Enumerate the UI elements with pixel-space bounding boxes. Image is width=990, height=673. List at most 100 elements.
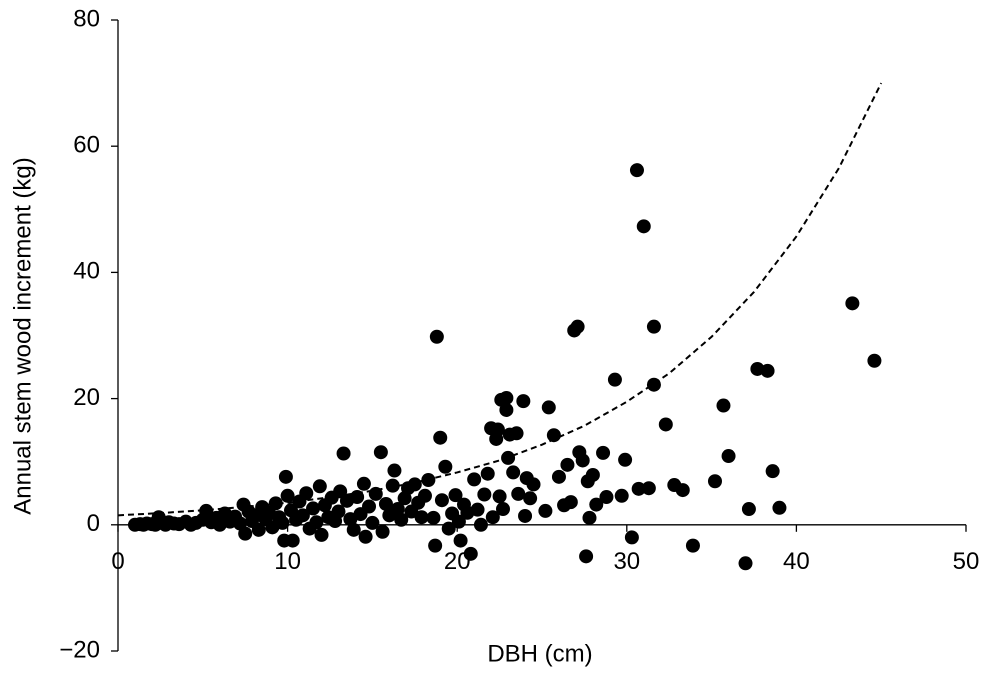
point (477, 487, 492, 502)
point (765, 464, 780, 479)
point (275, 515, 290, 530)
point (526, 477, 541, 492)
trendline (117, 82, 883, 517)
point (546, 428, 561, 443)
point (707, 474, 722, 489)
point (599, 490, 614, 505)
point (336, 446, 351, 461)
y-tick-label: −20 (59, 636, 100, 663)
y-tick-label: 60 (73, 132, 100, 159)
point (346, 522, 361, 537)
point (421, 472, 436, 487)
point (741, 502, 756, 517)
point (575, 453, 590, 468)
point (385, 478, 400, 493)
point (738, 556, 753, 571)
point (495, 502, 510, 517)
x-tick-label: 30 (613, 548, 640, 575)
point (867, 353, 882, 368)
point (375, 524, 390, 539)
point (295, 508, 310, 523)
point (251, 522, 266, 537)
point (499, 402, 514, 417)
x-tick-label: 0 (111, 548, 124, 575)
point (278, 469, 293, 484)
point (314, 527, 329, 542)
point (448, 488, 463, 503)
point (434, 493, 449, 508)
point (589, 497, 604, 512)
point (845, 296, 860, 311)
point (551, 469, 566, 484)
point (199, 503, 214, 518)
point (760, 363, 775, 378)
point (523, 491, 538, 506)
point (368, 486, 383, 501)
point (453, 533, 468, 548)
point (268, 496, 283, 511)
point (560, 457, 575, 472)
point (309, 515, 324, 530)
point (579, 549, 594, 564)
point (675, 483, 690, 498)
point (499, 390, 514, 405)
point (614, 488, 629, 503)
point (721, 449, 736, 464)
point (417, 488, 432, 503)
point (441, 521, 456, 536)
point (596, 445, 611, 460)
point (473, 517, 488, 532)
y-tick-label: 40 (73, 258, 100, 285)
y-tick-label: 0 (87, 510, 100, 537)
point (716, 398, 731, 413)
point (429, 329, 444, 344)
point (438, 459, 453, 474)
point (387, 463, 402, 478)
point (509, 426, 524, 441)
point (285, 533, 300, 548)
point (646, 377, 661, 392)
point (631, 481, 646, 496)
point (467, 472, 482, 487)
point (563, 495, 578, 510)
point (492, 489, 507, 504)
point (470, 502, 485, 517)
point (629, 163, 644, 178)
point (685, 538, 700, 553)
point (306, 501, 321, 516)
point (490, 422, 505, 437)
x-tick-label: 10 (274, 548, 301, 575)
x-axis-label: DBH (cm) (487, 640, 592, 667)
point (624, 530, 639, 545)
point (570, 319, 585, 334)
point (518, 508, 533, 523)
point (428, 538, 443, 553)
point (641, 481, 656, 496)
point (394, 512, 409, 527)
point (607, 372, 622, 387)
point (390, 502, 405, 517)
point (618, 452, 633, 467)
point (358, 529, 373, 544)
point (463, 546, 478, 561)
point (238, 526, 253, 541)
point (356, 476, 371, 491)
point (582, 510, 597, 525)
point (365, 515, 380, 530)
point (414, 510, 429, 525)
y-tick-label: 20 (73, 384, 100, 411)
x-tick-label: 40 (783, 548, 810, 575)
point (373, 445, 388, 460)
point (511, 486, 526, 501)
point (772, 500, 787, 515)
point (506, 465, 521, 480)
point (480, 466, 495, 481)
point (426, 510, 441, 525)
point (312, 479, 327, 494)
point (485, 510, 500, 525)
point (433, 430, 448, 445)
point (646, 319, 661, 334)
point (331, 504, 346, 519)
